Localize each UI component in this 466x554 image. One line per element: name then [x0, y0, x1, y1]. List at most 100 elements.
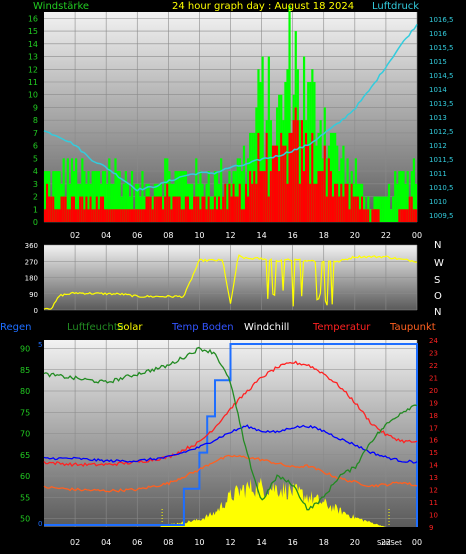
panel3-y-right-tick: 18: [429, 412, 438, 420]
wind-gust-bar: [191, 183, 194, 222]
wind-avg-bar: [348, 209, 351, 222]
panel1-y-right-tick: 1015,5: [429, 44, 454, 52]
wind-avg-bar: [265, 132, 268, 222]
panel1-y-left-tick: 6: [33, 142, 38, 151]
panel1-y-right-tick: 1014,5: [429, 72, 454, 80]
legend-windchill: Windchill: [244, 322, 289, 333]
panel1-x-tick: 06: [132, 231, 142, 240]
panel3-y-right-tick: 12: [429, 487, 438, 495]
wind-avg-bar: [402, 209, 405, 222]
wind-gust-bar: [342, 145, 345, 222]
wind-gust-bar: [83, 171, 86, 222]
panel3-y-right-tick: 19: [429, 399, 438, 407]
wind-avg-bar: [375, 209, 378, 222]
wind-avg-bar: [201, 196, 204, 222]
wind-avg-bar: [406, 209, 409, 222]
panel2-y-tick: 360: [25, 242, 38, 250]
wind-avg-bar: [168, 196, 171, 222]
wind-avg-bar: [193, 196, 196, 222]
panel3-y-left-tick: 85: [20, 366, 30, 375]
wind-avg-bar: [68, 209, 72, 222]
wind-avg-bar: [81, 196, 84, 222]
wind-avg-bar: [222, 196, 225, 222]
wind-gust-bar: [369, 209, 372, 222]
panel1-x-tick: 22: [381, 231, 391, 240]
wind-avg-bar: [342, 196, 345, 222]
wind-avg-bar: [118, 209, 121, 222]
wind-gust-bar: [381, 196, 384, 222]
panel3-y-right-tick: 11: [429, 499, 438, 507]
wind-gust-bar: [255, 107, 258, 222]
panel1-x-tick: 00: [412, 231, 422, 240]
wind-gust-bar: [70, 158, 74, 222]
wind-avg-bar: [124, 209, 127, 222]
wind-gust-bar: [91, 171, 94, 222]
panel1-y-right-tick: 1011: [429, 170, 447, 178]
wind-avg-bar: [91, 209, 94, 222]
wind-avg-bar: [52, 196, 55, 222]
wind-gust-bar: [110, 183, 113, 222]
panel1-y-right-tick: 1013,5: [429, 100, 454, 108]
wind-avg-bar: [95, 196, 98, 222]
wind-avg-bar: [350, 183, 353, 222]
panel1-y-right-tick: 1014: [429, 86, 447, 94]
wind-gust-bar: [298, 120, 302, 222]
wind-avg-bar: [319, 171, 322, 222]
wind-gust-bar: [56, 171, 59, 222]
legend-luftfeuchte: Luftfeuchte: [67, 322, 124, 333]
wind-gust-bar: [387, 183, 391, 222]
wind-avg-bar: [331, 196, 335, 222]
wind-gust-bar: [236, 158, 239, 222]
panel2-y-tick: 90: [29, 291, 38, 299]
panel3-y-left-tick: 90: [20, 345, 30, 354]
panel1-y-left-tick: 12: [28, 65, 38, 74]
wind-avg-bar: [54, 209, 57, 222]
wind-gust-bar: [404, 183, 407, 222]
panel1-y-left-tick: 5: [33, 154, 38, 163]
wind-avg-bar: [87, 209, 90, 222]
wind-gust-bar: [164, 158, 167, 222]
wind-avg-bar: [336, 183, 339, 222]
panel1-y-left-tick: 3: [33, 180, 38, 189]
wind-avg-bar: [340, 183, 343, 222]
wind-avg-bar: [249, 171, 252, 222]
wind-avg-bar: [226, 209, 229, 222]
wind-avg-bar: [373, 209, 376, 222]
panel1-x-tick: 16: [288, 231, 298, 240]
panel1-y-left-tick: 4: [33, 167, 38, 176]
wind-avg-bar: [56, 209, 59, 222]
panel1-y-right-tick: 1016,5: [429, 16, 454, 24]
wind-avg-bar: [334, 183, 337, 222]
wind-avg-bar: [253, 171, 256, 222]
wind-avg-bar: [286, 183, 289, 222]
wind-avg-bar: [155, 196, 159, 222]
wind-avg-bar: [215, 209, 219, 222]
wind-gust-bar: [137, 183, 140, 222]
wind-avg-bar: [300, 120, 304, 222]
panel3-x-tick: 20: [350, 538, 360, 547]
legend-taupunkt: Taupunkt: [389, 322, 436, 333]
wind-avg-bar: [263, 171, 266, 222]
wind-avg-bar: [242, 209, 246, 222]
panel1-y-left-tick: 11: [28, 78, 38, 87]
panel1-y-left-tick: 8: [33, 116, 38, 125]
wind-gust-bar: [278, 94, 281, 222]
panel1-y-right-tick: 1010: [429, 198, 447, 206]
wind-gust-bar: [383, 196, 386, 222]
panel1-x-tick: 08: [163, 231, 173, 240]
wind-avg-bar: [199, 209, 202, 222]
panel1-y-left-tick: 13: [28, 53, 38, 62]
wind-avg-bar: [363, 209, 366, 222]
panel3-y-left-tick: 55: [20, 493, 30, 502]
panel1-y-right-tick: 1012,5: [429, 128, 454, 136]
wind-avg-bar: [367, 209, 370, 222]
wind-gust-bar: [199, 171, 202, 222]
temperature-line: [43, 360, 418, 468]
wind-gust-bar: [309, 82, 312, 222]
wind-gust-bar: [124, 171, 127, 222]
wind-pressure-panel: 0123456789101112131415161009,510101010,5…: [28, 5, 454, 240]
wind-avg-bar: [346, 183, 349, 222]
panel1-y-left-tick: 15: [28, 27, 38, 36]
panel3-y-left-tick: 50: [20, 515, 30, 524]
